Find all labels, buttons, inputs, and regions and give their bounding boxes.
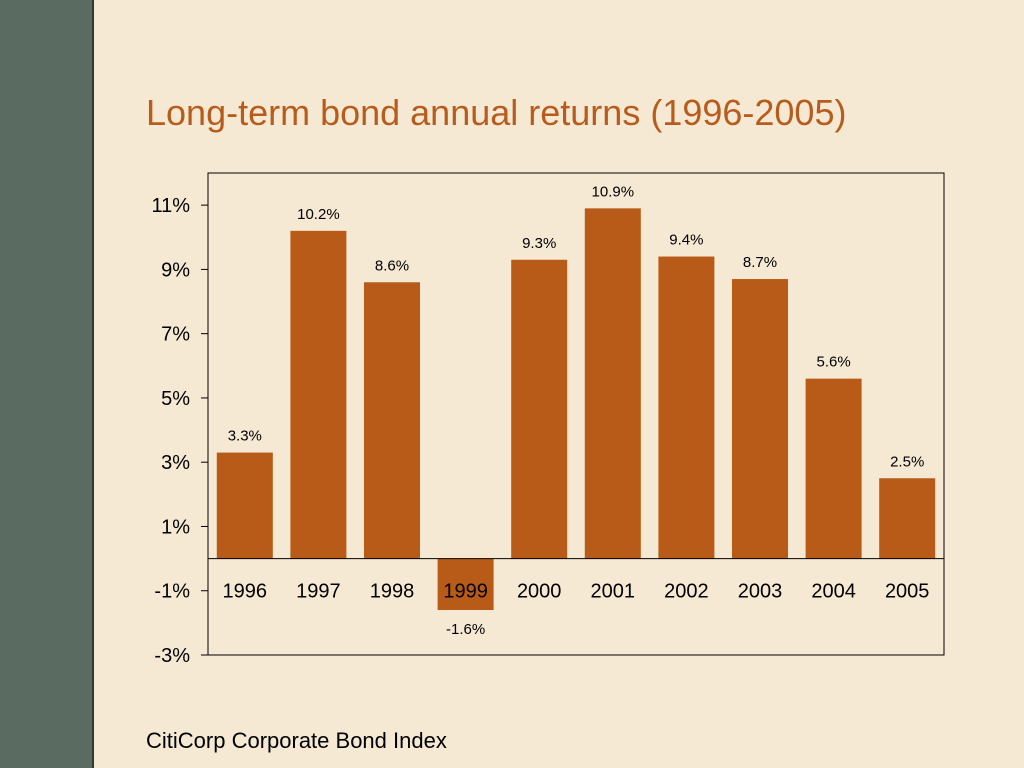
bar bbox=[364, 282, 420, 559]
data-label: 8.6% bbox=[375, 257, 409, 274]
data-label: 2.5% bbox=[890, 453, 924, 470]
x-category-label: 1999 bbox=[443, 581, 488, 603]
data-label: -1.6% bbox=[446, 621, 485, 638]
bar bbox=[290, 230, 347, 559]
x-category-label: 2005 bbox=[885, 581, 930, 603]
x-category-label: 1997 bbox=[296, 581, 341, 603]
source-footnote: CitiCorp Corporate Bond Index bbox=[146, 728, 447, 753]
bar bbox=[805, 378, 862, 559]
bar bbox=[732, 279, 788, 559]
x-category-label: 1996 bbox=[223, 581, 268, 603]
data-label: 9.4% bbox=[669, 232, 703, 249]
bar bbox=[658, 256, 715, 559]
y-tick-label: 1% bbox=[161, 516, 190, 538]
y-tick-label: 11% bbox=[151, 195, 190, 217]
data-label: 3.3% bbox=[228, 428, 262, 445]
data-label: 10.9% bbox=[592, 183, 635, 200]
x-category-label: 2003 bbox=[738, 581, 783, 603]
x-category-label: 2002 bbox=[664, 581, 709, 603]
slide-title: Long-term bond annual returns (1996-2005… bbox=[146, 92, 847, 133]
bar bbox=[216, 452, 273, 559]
y-tick-label: 5% bbox=[161, 388, 190, 410]
x-category-label: 2004 bbox=[811, 581, 856, 603]
data-label: 8.7% bbox=[743, 254, 777, 271]
x-category-label: 2000 bbox=[517, 581, 562, 603]
bar bbox=[511, 259, 568, 559]
y-tick-label: 7% bbox=[161, 324, 190, 346]
data-label: 5.6% bbox=[816, 354, 850, 371]
bar bbox=[437, 558, 494, 611]
y-tick-label: 9% bbox=[161, 259, 190, 281]
x-category-label: 1998 bbox=[370, 581, 415, 603]
y-tick-label: -3% bbox=[154, 645, 190, 667]
y-tick-label: 3% bbox=[161, 452, 190, 474]
data-label: 10.2% bbox=[297, 206, 340, 223]
plot-frame bbox=[207, 172, 945, 656]
x-category-label: 2001 bbox=[591, 581, 636, 603]
side-decoration-bar bbox=[0, 0, 94, 768]
bar bbox=[584, 208, 641, 559]
bar bbox=[879, 478, 936, 559]
y-tick-label: -1% bbox=[154, 581, 190, 603]
data-label: 9.3% bbox=[522, 235, 556, 252]
